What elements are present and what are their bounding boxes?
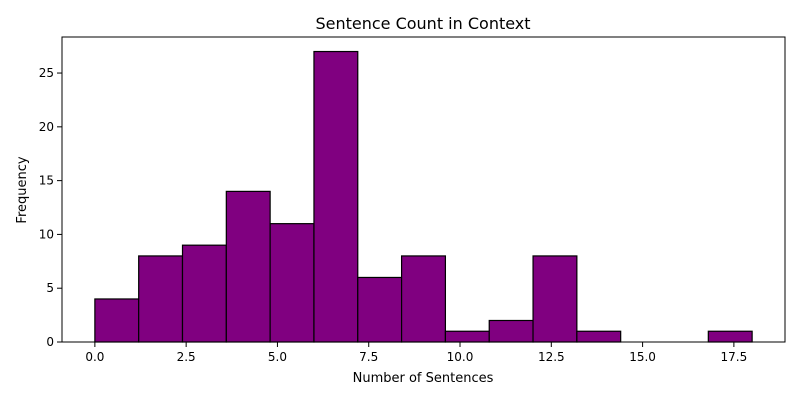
- y-axis-label: Frequency: [15, 156, 30, 223]
- y-tick-label: 20: [39, 120, 54, 134]
- histogram-bar: [181, 244, 227, 343]
- histogram-bar: [94, 298, 140, 343]
- histogram-bar: [444, 330, 490, 343]
- histogram-bar: [707, 330, 753, 343]
- x-tick-label: 2.5: [177, 350, 196, 364]
- histogram-bar: [138, 255, 184, 343]
- x-tick-label: 7.5: [359, 350, 378, 364]
- x-tick-label: 5.0: [268, 350, 287, 364]
- bars-layer: [94, 50, 753, 343]
- histogram-bar: [532, 255, 578, 343]
- y-tick-label: 25: [39, 66, 54, 80]
- x-tick-label: 10.0: [447, 350, 474, 364]
- x-tick-label: 15.0: [629, 350, 656, 364]
- y-tick-label: 0: [46, 335, 54, 349]
- histogram-bar: [269, 223, 315, 343]
- chart-title: Sentence Count in Context: [315, 14, 530, 33]
- histogram-bar: [225, 190, 271, 343]
- ticks-layer: 0.0 2.5 5.0 7.5 10.0 12.5 15.0 17.5 0 5 10 15 20 25: [39, 66, 748, 364]
- histogram-bar: [488, 319, 534, 343]
- x-axis-label: Number of Sentences: [353, 371, 494, 386]
- plot-area-frame: [61, 36, 786, 343]
- histogram-bar: [357, 276, 403, 343]
- x-tick-label: 12.5: [538, 350, 565, 364]
- y-tick-label: 15: [39, 174, 54, 188]
- y-tick-label: 10: [39, 227, 54, 241]
- histogram-bar: [313, 50, 359, 343]
- histogram-bar: [576, 330, 622, 343]
- x-tick-label: 17.5: [721, 350, 748, 364]
- x-tick-label: 0.0: [85, 350, 104, 364]
- y-tick-label: 5: [46, 281, 54, 295]
- histogram-bar: [400, 255, 447, 343]
